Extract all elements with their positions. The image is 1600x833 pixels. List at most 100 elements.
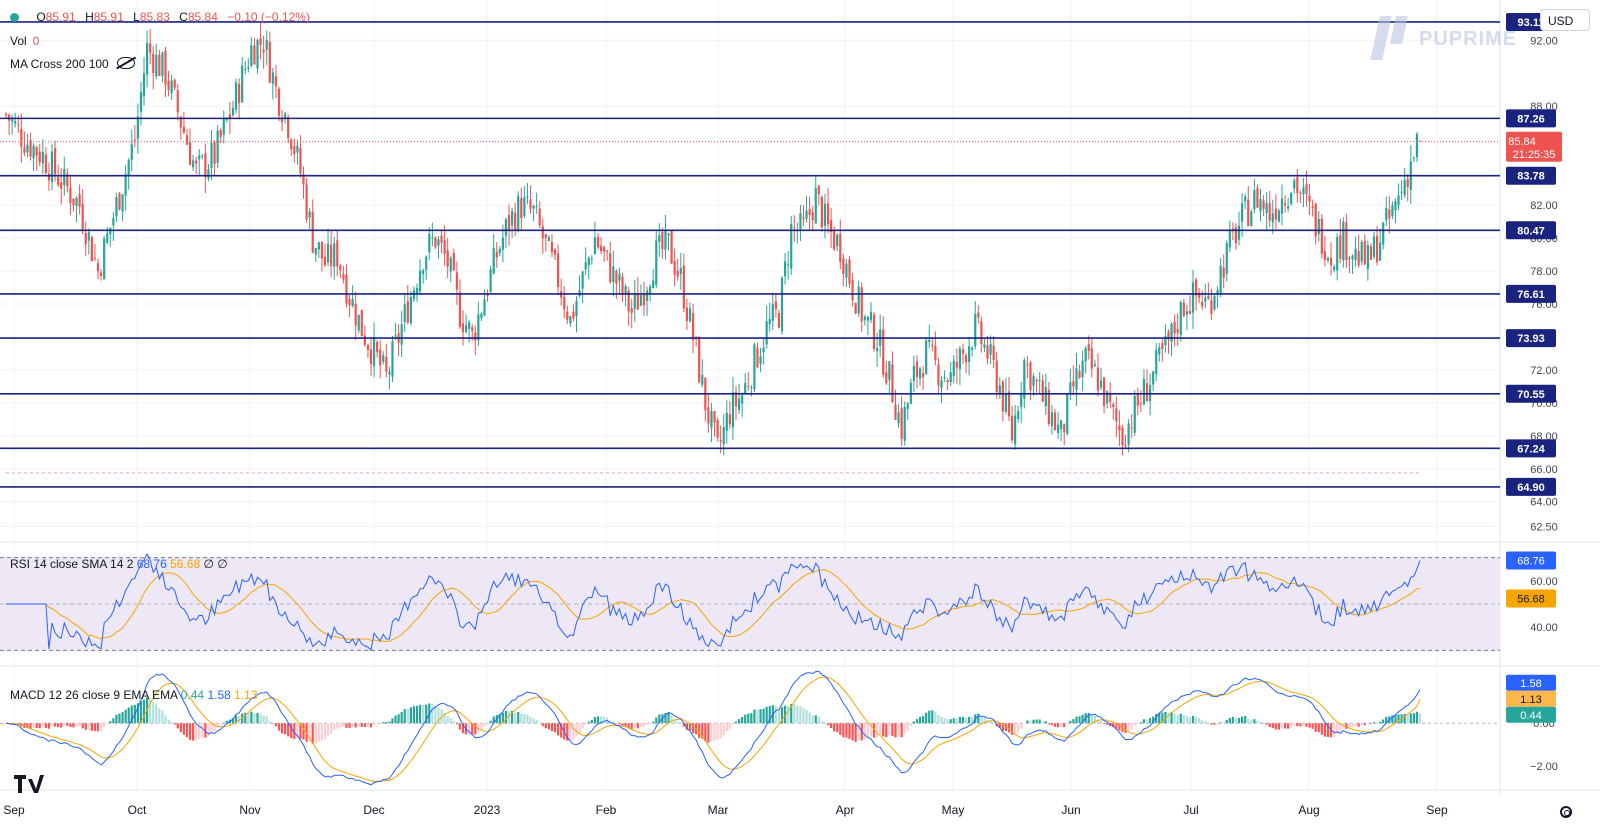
candle-body <box>1412 157 1415 159</box>
time-tick-apr: Apr <box>836 803 855 817</box>
candle-body <box>112 217 115 226</box>
candle-body <box>1142 378 1146 405</box>
macd-hist-bar <box>222 722 225 724</box>
macd-hist-bar <box>372 723 376 725</box>
candle-body <box>1357 250 1360 266</box>
candle <box>277 86 281 121</box>
candle-body <box>1112 404 1115 408</box>
candle-body <box>940 380 943 388</box>
candle <box>1351 254 1354 274</box>
candle-body <box>673 261 676 275</box>
macd-hist-bar <box>382 722 385 724</box>
candle <box>366 343 370 359</box>
macd-hist-bar <box>139 701 143 724</box>
candle <box>1099 367 1103 390</box>
candle-body <box>1360 241 1363 262</box>
macd-hist-bar <box>1222 722 1225 724</box>
candle-body <box>1326 257 1330 261</box>
candle <box>1063 423 1066 446</box>
macd-hist-bar <box>1234 718 1238 724</box>
candle <box>32 143 35 172</box>
candle <box>1023 357 1026 409</box>
candle <box>486 289 489 302</box>
candle-body <box>44 154 47 173</box>
candle <box>872 312 876 352</box>
candle-body <box>69 187 72 204</box>
candle <box>691 303 695 354</box>
candle-body <box>639 295 643 306</box>
candle <box>903 401 906 446</box>
candle-body <box>980 321 983 345</box>
candle-body <box>1115 408 1118 422</box>
macd-hist-bar <box>1333 723 1336 737</box>
settings-gear-icon[interactable] <box>1560 806 1572 818</box>
candle <box>1372 231 1376 260</box>
candle <box>351 285 354 308</box>
candle-body <box>1084 348 1087 362</box>
candle <box>385 343 388 378</box>
currency-selector[interactable]: USD <box>1540 9 1590 31</box>
candle-body <box>507 214 511 230</box>
candle-body <box>968 346 971 363</box>
candle-body <box>376 341 379 353</box>
candle-body <box>1375 235 1379 263</box>
candle <box>915 355 919 389</box>
candle <box>216 125 219 169</box>
candle <box>314 247 317 262</box>
candle-body <box>826 203 830 225</box>
macd-hist-bar <box>790 703 793 724</box>
candle <box>369 337 373 376</box>
candle-body <box>170 80 173 94</box>
candle <box>599 237 603 255</box>
candle-body <box>35 147 38 156</box>
tradingview-logo-icon[interactable] <box>14 775 48 793</box>
candle <box>1382 222 1385 250</box>
macd-hist-bar <box>823 722 827 724</box>
macd-hist-bar <box>1198 718 1201 724</box>
candle-body <box>630 308 633 314</box>
macd-hist-bar <box>882 723 885 737</box>
candle-body <box>946 380 949 383</box>
candle <box>836 233 839 252</box>
macd-hist-bar <box>210 723 213 733</box>
macd-hist-bar <box>293 723 296 739</box>
candle <box>357 314 360 334</box>
candle <box>741 392 744 418</box>
candle <box>155 43 158 80</box>
candle <box>520 187 523 230</box>
candle-body <box>793 226 796 228</box>
candle <box>1397 183 1400 211</box>
candle-body <box>1247 199 1250 226</box>
candle-body <box>130 144 133 161</box>
candle-body <box>1164 335 1167 346</box>
ma-cross-legend[interactable]: MA Cross 200 100 <box>10 57 135 71</box>
candle <box>645 286 649 316</box>
candle-body <box>691 313 695 340</box>
candle-body <box>1354 248 1357 261</box>
macd-hist-bar <box>946 719 949 724</box>
macd-hist-bar <box>1296 723 1299 727</box>
candle <box>265 30 268 65</box>
volume-legend[interactable]: Vol 0 <box>10 34 39 48</box>
candle <box>532 204 535 222</box>
macd-hist-bar <box>363 723 366 728</box>
candle-body <box>431 237 434 239</box>
candle <box>553 248 557 260</box>
hidden-eye-icon[interactable] <box>116 57 135 69</box>
candle-body <box>1198 292 1201 298</box>
macd-hist-bar <box>216 723 219 728</box>
last-price-value: 85.84 <box>1508 136 1536 148</box>
macd-hist-bar <box>1044 721 1047 724</box>
candle <box>995 352 998 399</box>
candle <box>250 37 253 68</box>
candle <box>480 311 483 322</box>
macd-legend[interactable]: MACD 12 26 close 9 EMA EMA 0.44 1.58 1.1… <box>10 688 258 702</box>
macd-hist-bar <box>633 723 636 729</box>
macd-hist-bar <box>756 709 759 724</box>
macd-hist-bar <box>780 707 784 724</box>
candle <box>78 184 81 215</box>
macd-hist-bar <box>501 712 504 724</box>
macd-hist-bar <box>412 706 416 724</box>
rsi-legend[interactable]: RSI 14 close SMA 14 2 68.76 56.68 ∅ ∅ <box>10 557 228 571</box>
